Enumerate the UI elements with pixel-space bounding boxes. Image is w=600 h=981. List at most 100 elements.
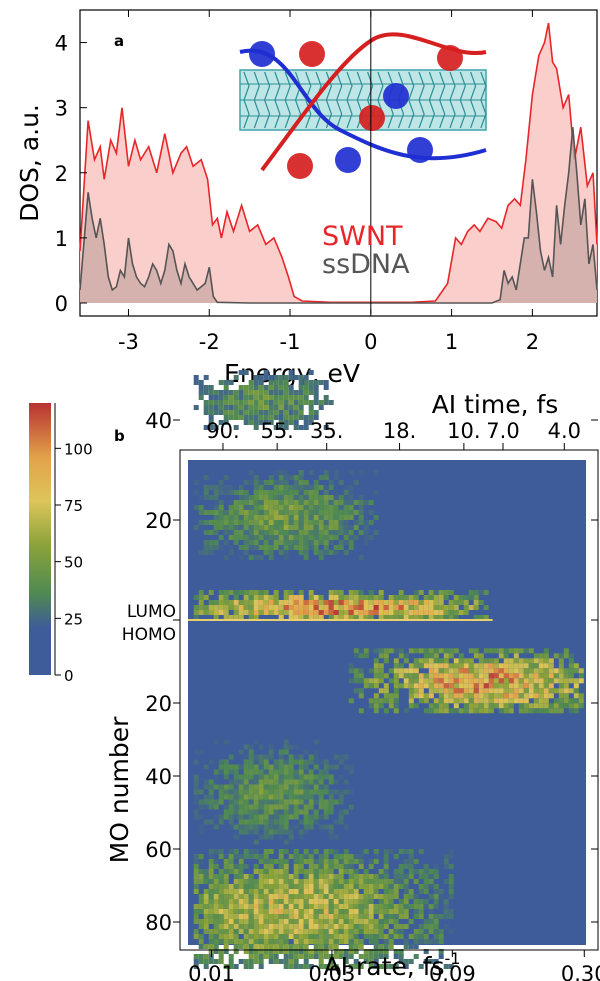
heatmap-cell — [278, 515, 284, 520]
heatmap-cell — [423, 600, 429, 605]
heatmap-cell — [243, 540, 249, 545]
heatmap-cell — [218, 400, 224, 405]
heatmap-cell — [423, 708, 429, 714]
heatmap-cell — [303, 889, 309, 894]
heatmap-cell — [258, 794, 264, 800]
heatmap-cell — [233, 924, 239, 929]
heatmap-cell — [243, 864, 249, 869]
heatmap-cell — [248, 954, 254, 959]
heatmap-cell — [208, 909, 214, 914]
heatmap-cell — [298, 425, 304, 430]
heatmap-cell — [258, 759, 264, 765]
heatmap-cell — [293, 949, 299, 954]
heatmap-cell — [323, 849, 329, 854]
heatmap-cell — [288, 764, 294, 770]
heatmap-cell — [263, 914, 269, 919]
heatmap-cell — [298, 769, 304, 775]
heatmap-cell — [303, 804, 309, 810]
heatmap-cell — [278, 814, 284, 820]
heatmap-cell — [478, 658, 484, 664]
heatmap-cell — [348, 668, 354, 674]
heatmap-cell — [253, 400, 259, 405]
heatmap-cell — [498, 653, 504, 659]
heatmap-cell — [478, 703, 484, 709]
heatmap-cell — [293, 779, 299, 785]
heatmap-cell — [258, 480, 264, 485]
heatmap-cell — [243, 545, 249, 550]
heatmap-cell — [383, 658, 389, 664]
heatmap-cell — [348, 500, 354, 505]
heatmap-cell — [388, 605, 394, 610]
heatmap-cell — [283, 595, 289, 600]
heatmap-cell — [248, 879, 254, 884]
heatmap-cell — [273, 919, 279, 924]
heatmap-cell — [348, 615, 354, 620]
heatmap-cell — [398, 864, 404, 869]
heatmap-cell — [418, 648, 424, 654]
heatmap-cell — [433, 894, 439, 899]
heatmap-cell — [333, 954, 339, 959]
heatmap-cell — [428, 668, 434, 674]
heatmap-cell — [518, 693, 524, 699]
heatmap-cell — [293, 864, 299, 869]
heatmap-cell — [213, 769, 219, 775]
heatmap-cell — [483, 590, 489, 595]
heatmap-cell — [423, 879, 429, 884]
heatmap-cell — [518, 708, 524, 714]
heatmap-cell — [263, 794, 269, 800]
heatmap-cell — [258, 769, 264, 775]
heatmap-cell — [473, 663, 479, 669]
heatmap-cell — [323, 939, 329, 944]
heatmap-cell — [388, 884, 394, 889]
heatmap-cell — [408, 919, 414, 924]
heatmap-cell — [563, 703, 569, 709]
heatmap-cell — [218, 919, 224, 924]
heatmap-cell — [288, 899, 294, 904]
heatmap-cell — [213, 924, 219, 929]
heatmap-cell — [443, 615, 449, 620]
heatmap-cell — [353, 879, 359, 884]
heatmap-cell — [258, 899, 264, 904]
heatmap-cell — [338, 879, 344, 884]
heatmap-cell — [313, 799, 319, 805]
heatmap-cell — [208, 889, 214, 894]
heatmap-cell — [353, 688, 359, 694]
heatmap-cell — [563, 648, 569, 654]
heatmap-cell — [248, 405, 254, 410]
heatmap-cell — [273, 869, 279, 874]
heatmap-cell — [538, 658, 544, 664]
heatmap-cell — [523, 683, 529, 689]
heatmap-cell — [273, 410, 279, 415]
heatmap-cell — [308, 874, 314, 879]
heatmap-cell — [248, 789, 254, 795]
heatmap-cell — [213, 490, 219, 495]
heatmap-cell — [268, 809, 274, 815]
heatmap-cell — [253, 505, 259, 510]
heatmap-cell — [208, 929, 214, 934]
heatmap-cell — [233, 615, 239, 620]
heatmap-cell — [518, 658, 524, 664]
heatmap-cell — [318, 774, 324, 780]
heatmap-cell — [238, 525, 244, 530]
heatmap-cell — [308, 390, 314, 395]
heatmap-cell — [328, 834, 334, 840]
heatmap-cell — [288, 400, 294, 405]
heatmap-cell — [353, 944, 359, 949]
heatmap-cell — [193, 929, 199, 934]
heatmap-cell — [293, 929, 299, 934]
heatmap-cell — [313, 615, 319, 620]
heatmap-cell — [243, 799, 249, 805]
heatmap-cell — [428, 693, 434, 699]
heatmap-cell — [398, 924, 404, 929]
heatmap-cell — [283, 744, 289, 750]
heatmap-cell — [288, 370, 294, 375]
heatmap-cell — [273, 794, 279, 800]
heatmap-cell — [203, 929, 209, 934]
heatmap-cell — [448, 600, 454, 605]
heatmap-cell — [258, 595, 264, 600]
heatmap-cell — [538, 678, 544, 684]
heatmap-cell — [328, 964, 334, 969]
heatmap-cell — [258, 914, 264, 919]
heatmap-cell — [203, 475, 209, 480]
heatmap-cell — [378, 605, 384, 610]
